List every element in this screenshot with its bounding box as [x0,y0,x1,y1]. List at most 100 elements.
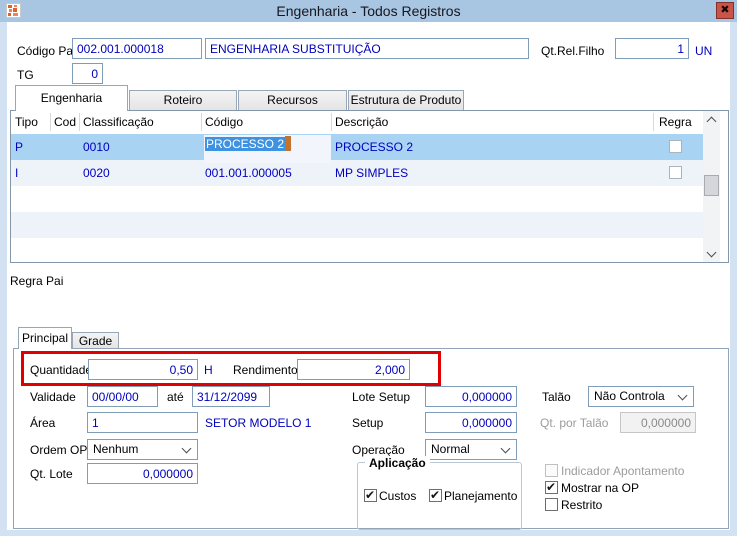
lote-setup-label: Lote Setup [352,390,411,404]
restrito-checkbox[interactable]: ✔ [545,498,558,511]
quantidade-input[interactable] [88,359,198,380]
app-icon [6,3,21,18]
restrito-label: Restrito [561,498,603,512]
col-regra: Regra [659,115,692,129]
col-codigo: Código [205,115,244,129]
ordem-op-select[interactable]: Nenhum [87,439,198,460]
tab-recursos[interactable]: Recursos [238,90,347,110]
tg-label: TG [17,68,34,82]
tab-engenharia[interactable]: Engenharia [15,85,128,111]
chevron-down-icon [181,443,192,454]
col-tipo: Tipo [15,115,38,129]
column-divider [201,113,202,131]
tab-roteiro[interactable]: Roteiro [129,90,237,110]
close-icon[interactable]: ✖ [716,2,734,19]
column-divider [653,113,654,131]
cell-descricao: MP SIMPLES [335,166,409,180]
planejamento-checkbox[interactable]: ✔ [429,488,442,502]
grid-vertical-scrollbar[interactable] [703,111,720,262]
quantidade-label: Quantidade [30,363,93,377]
tab-principal[interactable]: Principal [18,327,72,349]
rendimento-label: Rendimento [233,363,298,377]
tg-input[interactable] [72,63,103,84]
area-input[interactable] [87,412,198,433]
talao-label: Talão [542,390,571,404]
col-descricao: Descrição [335,115,389,129]
regra-pai-label: Regra Pai [10,274,64,288]
check-icon: ✔ [365,488,376,502]
qt-rel-filho-label: Qt.Rel.Filho [541,44,605,58]
chevron-down-icon [706,247,717,258]
cell-classificacao: 0010 [83,140,110,154]
scroll-down-button[interactable] [703,245,720,262]
cell-descricao: PROCESSO 2 [335,140,414,154]
window-frame-bottom [0,530,737,536]
col-cod: Cod [54,115,77,129]
qt-lote-label: Qt. Lote [30,467,73,481]
custos-label: Custos [379,489,417,503]
codigo-pai-label: Código Pai [17,44,76,58]
ordem-op-label: Ordem OP [30,443,88,457]
annotation-highlight [21,351,441,386]
window-frame-right [730,22,737,536]
check-icon: ✔ [546,480,557,494]
qt-lote-input[interactable] [87,463,198,484]
regra-checkbox[interactable] [669,166,682,179]
mostrar-na-op-label: Mostrar na OP [561,481,640,495]
scroll-up-button[interactable] [703,111,720,128]
column-divider [50,113,51,131]
validade-de-input[interactable] [87,386,158,407]
chevron-down-icon [677,390,688,401]
qt-rel-filho-input[interactable] [615,38,689,59]
indicador-apontamento-checkbox: ✔ [545,464,558,477]
selected-text: PROCESSO 2 [205,137,286,151]
tab-estrutura-de-produto[interactable]: Estrutura de Produto [348,90,464,110]
operacao-label: Operação [352,443,405,457]
cell-classificacao: 0020 [83,166,110,180]
col-classificacao: Classificação [83,115,154,129]
aplicacao-label: Aplicação [365,456,430,470]
talao-value: Não Controla [594,389,665,403]
custos-checkbox[interactable]: ✔ [364,488,377,502]
unidade-h-label: H [204,363,213,377]
rendimento-input[interactable] [297,359,410,380]
ordem-op-value: Nenhum [93,442,139,456]
aplicacao-groupbox [357,462,522,530]
operacao-select[interactable]: Normal [425,439,517,460]
text-caret [285,136,292,151]
grid-header: Tipo Cod Classificação Código Descrição … [11,111,728,134]
tab-grade[interactable]: Grade [72,332,119,349]
window-frame-left [0,22,7,536]
setup-input[interactable] [425,412,517,433]
mostrar-na-op-checkbox[interactable]: ✔ [545,480,558,494]
validade-label: Validade [30,390,76,404]
validade-ate-input[interactable] [192,386,270,407]
regra-checkbox[interactable] [669,140,682,153]
setup-label: Setup [352,416,384,430]
operacao-value: Normal [431,442,470,456]
column-divider [79,113,80,131]
indicador-apontamento-label: Indicador Apontamento [561,464,685,478]
empty-row-stripe [11,212,703,238]
codigo-edit-cell[interactable]: PROCESSO 2 [204,135,331,163]
planejamento-label: Planejamento [444,489,518,503]
qt-por-talao-input [620,412,696,433]
area-descricao-text: SETOR MODELO 1 [205,416,312,430]
title-bar: Engenharia - Todos Registros ✖ [0,0,737,22]
area-label: Área [30,416,56,430]
scrollbar-thumb[interactable] [704,175,719,196]
window-title: Engenharia - Todos Registros [276,3,461,19]
descricao-pai-input[interactable] [205,38,529,59]
table-row[interactable]: I 0020 001.001.000005 MP SIMPLES [11,160,703,186]
talao-select[interactable]: Não Controla [588,386,694,407]
qt-por-talao-label: Qt. por Talão [540,416,609,430]
cell-codigo: 001.001.000005 [205,166,292,180]
check-icon: ✔ [430,488,441,502]
lote-setup-input[interactable] [425,386,517,407]
ate-label: até [167,390,184,404]
chevron-up-icon [706,116,717,127]
column-divider [331,113,332,131]
table-row[interactable]: P 0010 PROCESSO 2 [11,134,703,160]
codigo-pai-input[interactable] [72,38,202,59]
